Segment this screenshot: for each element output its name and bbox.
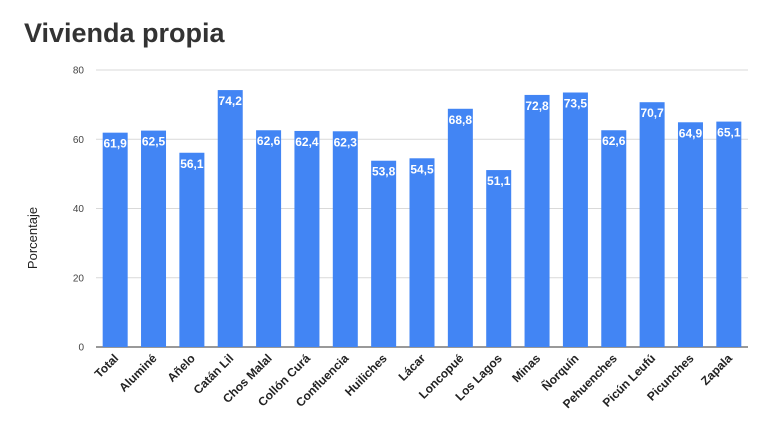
bar: [332, 131, 358, 347]
bar: [141, 130, 167, 347]
bar: [639, 102, 665, 347]
bar: [447, 108, 473, 347]
bar: [601, 130, 627, 347]
x-tick-label: Total: [92, 351, 122, 381]
y-tick-label: 80: [73, 66, 85, 77]
y-tick-label: 0: [78, 343, 84, 354]
data-label: 56,1: [180, 157, 204, 171]
bar: [677, 122, 703, 347]
data-label: 62,6: [602, 134, 626, 148]
data-label: 73,5: [564, 97, 588, 111]
bar: [102, 132, 128, 347]
bar: [486, 170, 512, 347]
bar: [562, 92, 588, 347]
bar: [294, 130, 320, 347]
data-label: 72,8: [525, 99, 549, 113]
y-tick-label: 40: [73, 204, 85, 215]
y-axis-label: Porcentaje: [25, 207, 40, 269]
data-label: 62,6: [257, 134, 281, 148]
data-label: 61,9: [103, 137, 127, 151]
x-tick-label: Añelo: [165, 351, 198, 384]
bar: [217, 90, 243, 348]
bar: [524, 94, 550, 348]
data-label: 65,1: [717, 126, 741, 140]
data-label: 68,8: [449, 113, 473, 127]
data-label: 62,3: [334, 135, 358, 149]
bar: [371, 160, 397, 347]
data-label: 70,7: [640, 106, 664, 120]
bar: [409, 158, 435, 347]
data-label: 54,5: [410, 162, 434, 176]
data-label: 53,8: [372, 165, 396, 179]
bar: [716, 121, 742, 347]
x-tick-label: Aluminé: [116, 351, 160, 395]
x-tick-label: Minas: [509, 351, 543, 385]
bar: [179, 152, 205, 347]
data-label: 62,5: [142, 135, 166, 149]
y-tick-label: 60: [73, 135, 85, 146]
data-label: 64,9: [679, 126, 703, 140]
y-tick-label: 20: [73, 273, 85, 284]
x-tick-label: Zapala: [698, 351, 735, 388]
data-label: 51,1: [487, 174, 511, 188]
chart-title: Vivienda propia: [24, 18, 225, 48]
data-label: 62,4: [295, 135, 319, 149]
bar: [256, 130, 282, 347]
x-tick-label: Huiliches: [342, 351, 390, 399]
data-label: 74,2: [219, 94, 243, 108]
x-tick-label: Lácar: [396, 351, 429, 384]
